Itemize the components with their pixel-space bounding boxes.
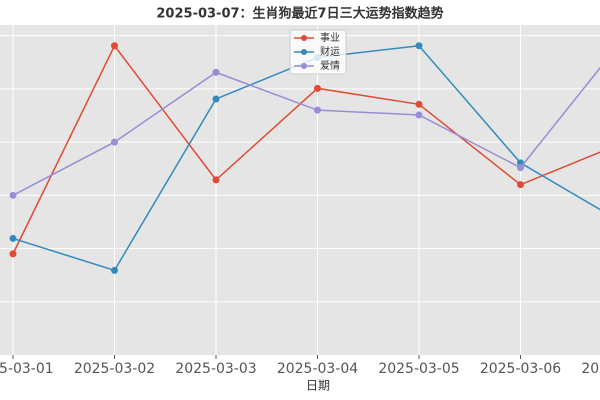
chart-title: 2025-03-07：生肖狗最近7日三大运势指数趋势 (156, 6, 443, 22)
x-tick-label: 2025-03-04 (277, 361, 358, 377)
legend-label: 事业 (320, 31, 340, 44)
point (9, 250, 17, 258)
x-tick-label: 2025-03-05 (378, 361, 459, 377)
point (9, 234, 17, 242)
x-ticks: 2025-03-01 2025-03-02 2025-03-03 2025-03-04… (0, 355, 600, 377)
x-tick-label: 2025-03-03 (175, 361, 256, 377)
point (212, 68, 220, 76)
point (415, 100, 423, 108)
point (212, 176, 220, 184)
grid (0, 25, 600, 355)
plot-area (0, 25, 600, 355)
legend-marker (301, 49, 307, 55)
point (111, 42, 118, 50)
x-tick-label: 2025-03-07 (581, 361, 600, 377)
point (212, 95, 220, 103)
point (111, 266, 118, 274)
point (9, 191, 17, 199)
point (314, 84, 321, 92)
legend-label: 爱情 (320, 59, 340, 72)
point (415, 111, 423, 119)
legend-label: 财运 (320, 45, 340, 58)
legend-marker (301, 35, 307, 41)
x-tick-label: 2025-03-06 (480, 361, 561, 377)
point (517, 164, 524, 172)
x-tick-label: 2025-03-02 (74, 361, 155, 377)
x-axis-label: 日期 (306, 379, 330, 393)
point (415, 42, 423, 50)
legend-marker (301, 63, 307, 69)
point (111, 138, 118, 146)
x-tick-label: 2025-03-01 (0, 361, 54, 377)
point (314, 106, 321, 114)
point (517, 181, 524, 189)
